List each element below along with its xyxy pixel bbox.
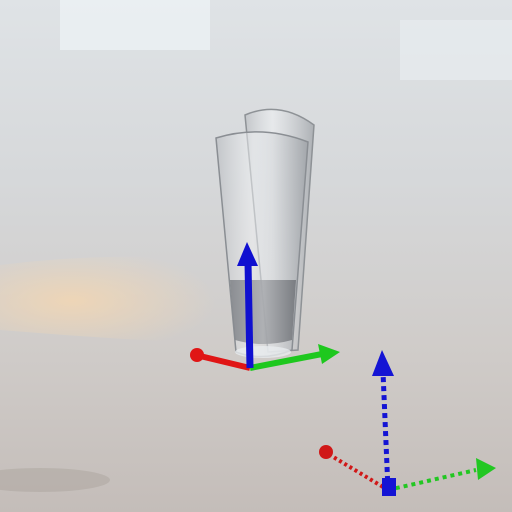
origin-marker: [382, 478, 396, 496]
y-axis: [387, 468, 477, 492]
solid-axes: [190, 242, 340, 371]
z-axis-head: [237, 242, 258, 266]
window-reflection: [400, 20, 512, 80]
z-axis-head: [372, 350, 394, 376]
z-axis: [380, 371, 391, 491]
x-axis: [199, 353, 251, 371]
z-axis: [244, 261, 254, 369]
window-reflection: [60, 0, 210, 50]
x-axis-cap: [319, 445, 333, 459]
sunlight-patch: [0, 256, 240, 345]
shadow: [0, 468, 110, 492]
dotted-axes: [319, 350, 496, 496]
y-axis-head: [476, 458, 496, 480]
x-axis-cap: [190, 348, 204, 362]
y-axis: [249, 351, 323, 371]
water: [230, 280, 296, 344]
x-axis: [328, 453, 390, 492]
y-axis-head: [318, 344, 340, 364]
glass-base: [235, 346, 291, 358]
